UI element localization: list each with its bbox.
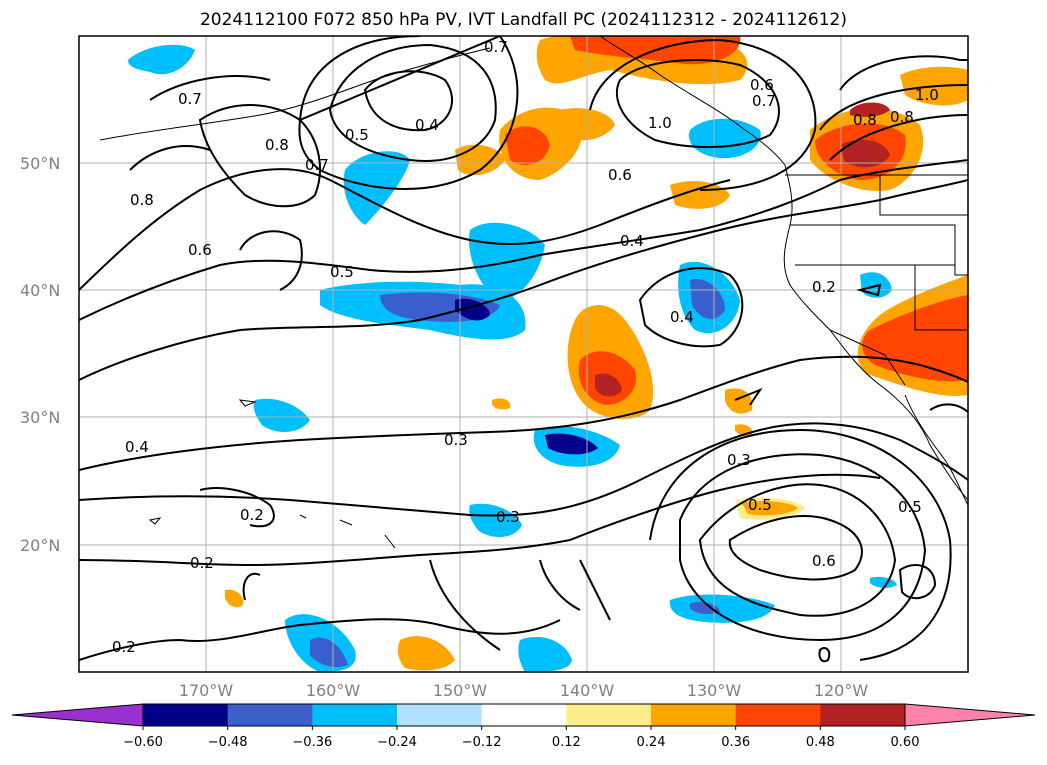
contour-label: 0.5 bbox=[345, 126, 369, 144]
lat-label: 20°N bbox=[20, 536, 60, 555]
contour-label: 1.0 bbox=[915, 86, 939, 104]
colorbar-tick-label: 0.60 bbox=[891, 735, 920, 750]
colorbar-tick-label: −0.48 bbox=[208, 735, 248, 750]
map-border bbox=[78, 35, 969, 673]
colorbar-segment bbox=[143, 704, 229, 726]
coastlines bbox=[99, 36, 968, 549]
contour-label: 0.5 bbox=[330, 263, 354, 281]
colorbar-segment bbox=[651, 704, 737, 726]
colorbar-segment bbox=[397, 704, 483, 726]
colorbar-tick-label: −0.24 bbox=[377, 735, 417, 750]
contour-label: 0.5 bbox=[748, 496, 772, 514]
contour-label: 0.8 bbox=[853, 111, 877, 129]
colorbar-segment bbox=[481, 704, 567, 726]
contour-label: 0.4 bbox=[620, 232, 644, 250]
contour-label: 0.6 bbox=[188, 241, 212, 259]
lon-label: 120°W bbox=[814, 681, 869, 700]
contour-label: 0.8 bbox=[265, 136, 289, 154]
colorbar-segment bbox=[735, 704, 821, 726]
pv-contours bbox=[79, 36, 968, 663]
lat-label: 50°N bbox=[20, 154, 60, 173]
contour-label: 0.2 bbox=[240, 506, 264, 524]
colorbar-extend-max bbox=[904, 703, 1036, 727]
contour-label: 0.3 bbox=[496, 508, 520, 526]
colorbar-tick-label: 0.48 bbox=[806, 735, 835, 750]
contour-label: 0.7 bbox=[305, 156, 329, 174]
colorbar-tick-label: 0.24 bbox=[637, 735, 666, 750]
lon-label: 170°W bbox=[179, 681, 234, 700]
colorbar-extend-min bbox=[11, 703, 144, 727]
colorbar-tick-label: −0.60 bbox=[123, 735, 163, 750]
positive-anomaly-fills bbox=[225, 36, 968, 671]
contour-label: 0.3 bbox=[444, 431, 468, 449]
map-panel: 0.7 0.7 0.5 0.4 1.0 0.6 0.7 0.8 1.0 0.8 … bbox=[79, 36, 968, 672]
colorbar-tick-label: −0.12 bbox=[462, 735, 502, 750]
contour-label: 1.0 bbox=[648, 114, 672, 132]
negative-anomaly-fills bbox=[128, 44, 897, 672]
contour-label: 0.2 bbox=[190, 554, 214, 572]
contour-label: 0.4 bbox=[670, 308, 694, 326]
lon-label: 130°W bbox=[687, 681, 742, 700]
lat-label: 40°N bbox=[20, 281, 60, 300]
colorbar-tick-label: 0.12 bbox=[552, 735, 581, 750]
contour-label: 0.7 bbox=[752, 92, 776, 110]
lon-label: 140°W bbox=[560, 681, 615, 700]
map-title: 2024112100 F072 850 hPa PV, IVT Landfall… bbox=[199, 10, 847, 30]
contour-label: 0.8 bbox=[130, 191, 154, 209]
contour-label: 0.5 bbox=[898, 498, 922, 516]
contour-labels: 0.7 0.7 0.5 0.4 1.0 0.6 0.7 0.8 1.0 0.8 … bbox=[112, 38, 939, 656]
contour-label: 0.2 bbox=[812, 278, 836, 296]
contour-label: 0.8 bbox=[890, 108, 914, 126]
colorbar-segment bbox=[820, 704, 906, 726]
colorbar-segment bbox=[227, 704, 313, 726]
lon-label: 150°W bbox=[433, 681, 488, 700]
contour-label: 0.4 bbox=[125, 438, 149, 456]
lon-label: 160°W bbox=[306, 681, 361, 700]
colorbar: −0.60 −0.48 −0.36 −0.24 −0.12 0.12 0.24 0.36 0.4… bbox=[11, 703, 1036, 750]
contour-label: 0.7 bbox=[484, 38, 508, 56]
contour-label: 0.6 bbox=[750, 76, 774, 94]
longitude-labels: 170°W 160°W 150°W 140°W 130°W 120°W bbox=[179, 681, 869, 700]
latitude-labels: 50°N 40°N 30°N 20°N bbox=[20, 154, 60, 555]
colorbar-tick-label: −0.36 bbox=[292, 735, 332, 750]
contour-label: 0.3 bbox=[727, 451, 751, 469]
colorbar-segment bbox=[312, 704, 398, 726]
contour-label: 0.7 bbox=[178, 90, 202, 108]
lat-label: 30°N bbox=[20, 408, 60, 427]
contour-label: 0.4 bbox=[415, 116, 439, 134]
contour-label: 0.6 bbox=[608, 166, 632, 184]
colorbar-tick-label: 0.36 bbox=[721, 735, 750, 750]
contour-label: 0.2 bbox=[112, 638, 136, 656]
colorbar-border bbox=[142, 703, 906, 727]
colorbar-segment bbox=[566, 704, 652, 726]
contour-label: 0.6 bbox=[812, 552, 836, 570]
